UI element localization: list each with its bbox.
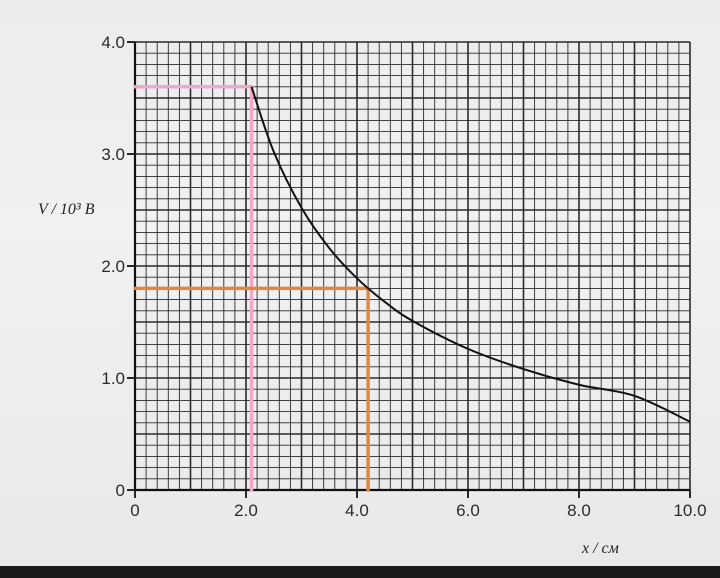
reading-lines	[133, 85, 370, 492]
x-tick-label: 6.0	[456, 501, 480, 520]
x-tick-label: 10.0	[673, 501, 706, 520]
x-tick-label: 0	[130, 501, 139, 520]
x-tick-labels: 0 2.0 4.0 6.0 8.0 10.0	[130, 490, 707, 520]
y-tick-label: 0	[116, 481, 125, 500]
x-tick-label: 8.0	[567, 501, 591, 520]
y-tick-label: 1.0	[101, 369, 125, 388]
chart: 0 2.0 4.0 6.0 8.0 10.0 0 1.0 2.0 3.0 4.0 V / 10³ …	[38, 33, 707, 557]
x-tick-label: 4.0	[345, 501, 369, 520]
grid	[134, 41, 691, 491]
x-axis-label: x / см	[581, 540, 619, 557]
y-tick-labels: 0 1.0 2.0 3.0 4.0	[101, 33, 135, 500]
chart-photo: 0 2.0 4.0 6.0 8.0 10.0 0 1.0 2.0 3.0 4.0 V / 10³ …	[0, 0, 720, 566]
y-tick-label: 4.0	[101, 33, 125, 52]
y-tick-label: 2.0	[101, 257, 125, 276]
y-tick-label: 3.0	[101, 145, 125, 164]
series	[250, 86, 691, 423]
series-line	[250, 86, 691, 423]
x-tick-label: 2.0	[234, 501, 258, 520]
y-axis-label: V / 10³ В	[38, 201, 95, 218]
